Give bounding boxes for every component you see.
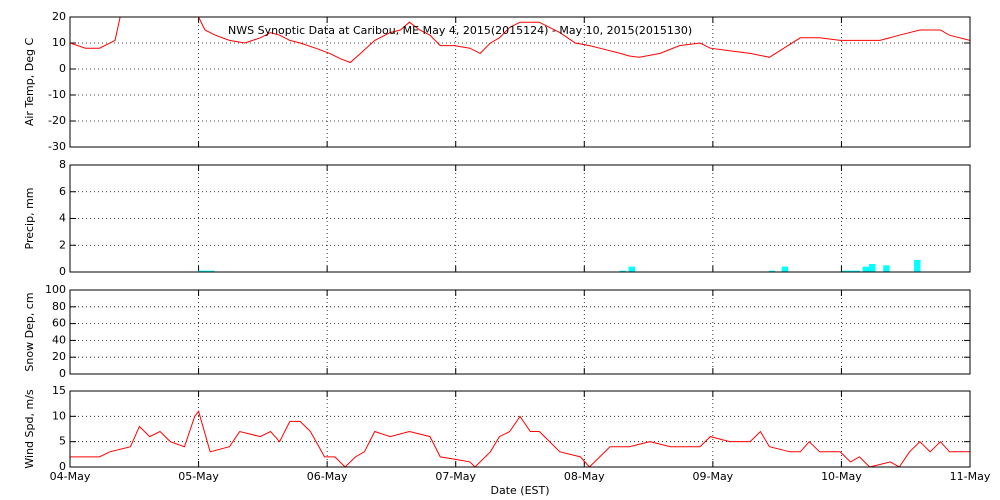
- data-line: [70, 17, 970, 64]
- y-tick-label: 40: [52, 333, 66, 346]
- panel: 0 5 10 15 04-May 05-May 06-May 07-May 08-May 09-M…: [23, 384, 991, 497]
- x-tick-label: 07-May: [435, 470, 476, 483]
- y-tick-label: 100: [45, 283, 66, 296]
- panel: -30 -20 -10 0 10 20 Air Temp, Deg C NWS Synopti…: [23, 10, 971, 153]
- bar: [781, 266, 789, 272]
- bar: [197, 270, 205, 272]
- bar: [203, 270, 210, 272]
- x-tick-label: 05-May: [178, 470, 219, 483]
- y-tick-label: 5: [59, 435, 66, 448]
- y-tick-label: 0: [59, 62, 66, 75]
- plot-area: [70, 17, 970, 64]
- y-tick-label: 20: [52, 350, 66, 363]
- bar: [869, 263, 876, 272]
- y-tick-label: 2: [59, 238, 66, 251]
- y-tick-label: 10: [52, 36, 66, 49]
- y-tick-label: 6: [59, 185, 66, 198]
- bar: [914, 259, 921, 272]
- bar: [848, 270, 855, 272]
- bar: [768, 270, 776, 272]
- x-axis-label: Date (EST): [490, 484, 549, 497]
- data-line: [70, 410, 970, 467]
- y-axis-label: Snow Dep, cm: [23, 292, 36, 371]
- y-tick-label: -10: [48, 88, 66, 101]
- chart-title: NWS Synoptic Data at Caribou, ME May 4, …: [228, 24, 692, 37]
- y-tick-label: 10: [52, 409, 66, 422]
- x-tick-label: 04-May: [50, 470, 91, 483]
- x-tick-label: 08-May: [564, 470, 605, 483]
- y-tick-label: -30: [48, 140, 66, 153]
- y-tick-label: 0: [59, 367, 66, 380]
- bar: [853, 270, 861, 272]
- plot-frame: [69, 164, 971, 273]
- y-axis-label: Precip, mm: [23, 188, 36, 250]
- bar: [862, 266, 870, 272]
- plot-frame: [69, 289, 971, 375]
- y-tick-label: 15: [52, 384, 66, 397]
- y-tick-label: -20: [48, 114, 66, 127]
- bar: [883, 265, 890, 272]
- x-tick-label: 11-May: [950, 470, 991, 483]
- plot-area: [197, 259, 921, 272]
- y-tick-label: 0: [59, 460, 66, 473]
- y-tick-label: 20: [52, 10, 66, 23]
- y-tick-label: 8: [59, 158, 66, 171]
- bar: [628, 266, 636, 272]
- x-tick-label: 10-May: [821, 470, 862, 483]
- y-tick-label: 4: [59, 212, 66, 225]
- panel: 0 2 4 6 8 Precip, mm: [23, 158, 971, 278]
- plot-area: [70, 410, 970, 467]
- x-tick-label: 06-May: [307, 470, 348, 483]
- bar: [208, 270, 215, 272]
- panel: 0 20 40 60 80 100 Snow Dep, cm: [23, 283, 971, 380]
- y-tick-label: 60: [52, 317, 66, 330]
- y-tick-label: 0: [59, 265, 66, 278]
- bar: [619, 270, 627, 272]
- x-tick-label: 09-May: [692, 470, 733, 483]
- bar: [842, 270, 849, 272]
- plot-frame: [69, 390, 971, 468]
- y-tick-label: 80: [52, 300, 66, 313]
- y-axis-label: Wind Spd, m/s: [23, 389, 36, 469]
- plot-frame: [69, 16, 971, 148]
- y-axis-label: Air Temp, Deg C: [23, 38, 36, 127]
